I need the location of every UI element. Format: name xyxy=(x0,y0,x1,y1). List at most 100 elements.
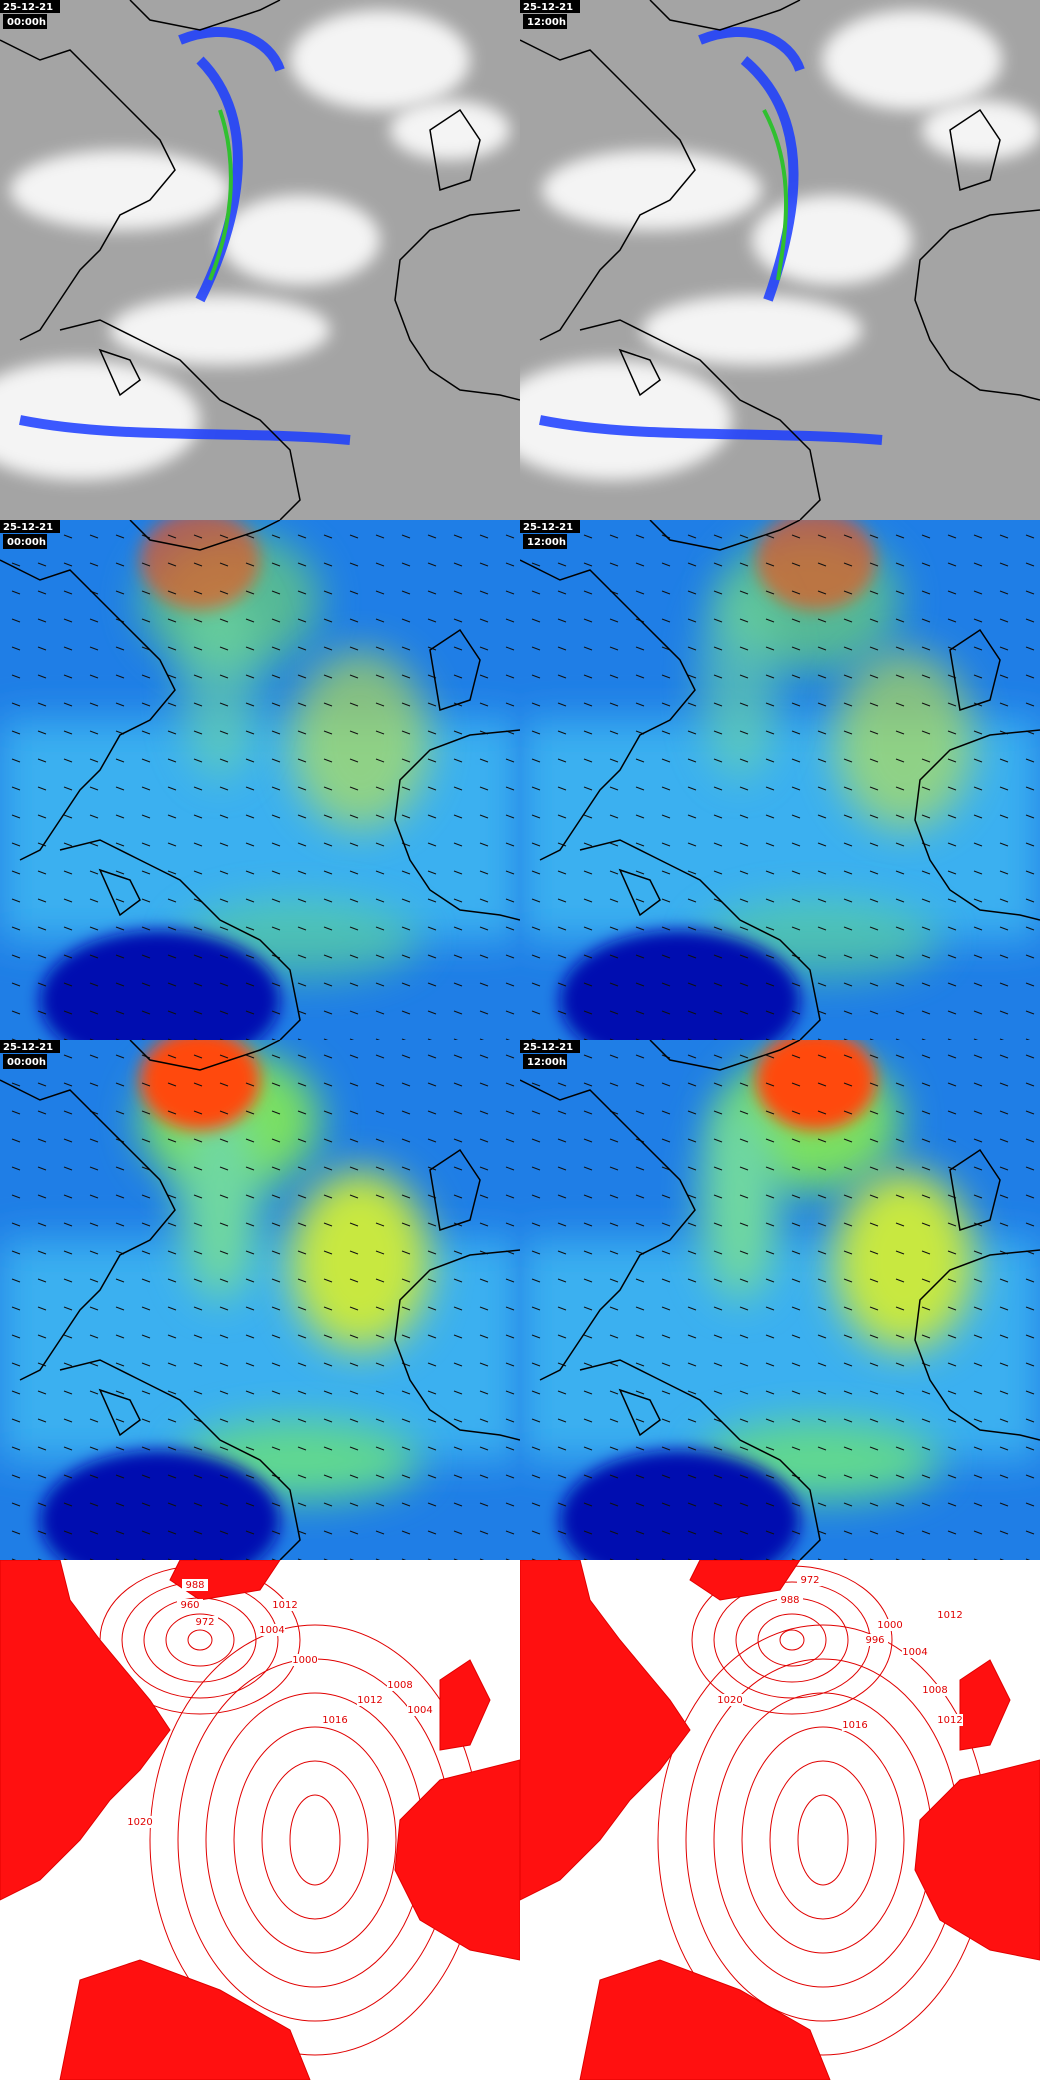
land xyxy=(959,1659,1011,1751)
wind-arrow xyxy=(349,1334,359,1339)
wind-arrow xyxy=(193,702,203,707)
wind-arrow xyxy=(427,1054,437,1059)
wind-arrow xyxy=(323,674,333,679)
wind-calm xyxy=(560,1450,800,1560)
wind-arrow xyxy=(583,954,593,959)
wind-arrow xyxy=(583,1502,593,1507)
wind-arrow xyxy=(89,1530,99,1535)
wind-arrow xyxy=(687,1362,697,1367)
time-box xyxy=(3,14,47,29)
wind-arrow xyxy=(63,1054,73,1059)
wind-arrow xyxy=(661,702,671,707)
wind-arrow xyxy=(817,1334,827,1339)
wind-arrow xyxy=(1025,1390,1035,1395)
coastline xyxy=(98,868,141,917)
wind-arrow xyxy=(609,618,619,623)
coastline xyxy=(394,209,520,401)
wind-arrow xyxy=(713,1010,723,1015)
wind-arrow xyxy=(791,1194,801,1199)
wind-arrow xyxy=(817,1166,827,1171)
wind-arrow xyxy=(245,926,255,931)
wind-arrow xyxy=(843,702,853,707)
wind-arrow xyxy=(63,702,73,707)
wind-arrow xyxy=(739,870,749,875)
wind-arrow xyxy=(583,786,593,791)
wind-arrow xyxy=(531,1362,541,1367)
wind-arrow xyxy=(271,1010,281,1015)
wind-arrow xyxy=(817,1110,827,1115)
wind-arrow xyxy=(583,1334,593,1339)
wind-arrow xyxy=(947,1390,957,1395)
wind-arrow xyxy=(661,1010,671,1015)
wind-arrow xyxy=(973,1502,983,1507)
wind-arrow xyxy=(427,1306,437,1311)
wind-arrow xyxy=(843,1250,853,1255)
wind-arrow xyxy=(37,1166,47,1171)
coastline xyxy=(649,0,801,31)
wind-arrow xyxy=(895,1362,905,1367)
wind-arrow xyxy=(11,590,21,595)
contour-label: 1012 xyxy=(357,1695,382,1706)
wind-arrow xyxy=(999,870,1009,875)
wind-arrow xyxy=(661,1446,671,1451)
wind-arrow xyxy=(999,562,1009,567)
wind-arrow xyxy=(479,1010,489,1015)
wind-arrow xyxy=(895,870,905,875)
wind-arrow xyxy=(609,1530,619,1535)
wind-arrow xyxy=(869,618,879,623)
isobar xyxy=(233,1726,397,1954)
wind-arrow xyxy=(973,1558,979,1560)
wind-arrow xyxy=(583,1110,593,1115)
wind-arrow xyxy=(89,898,99,903)
wind-arrow xyxy=(219,926,229,931)
wind-arrow xyxy=(505,758,515,763)
coastline xyxy=(618,348,661,397)
wind-arrow xyxy=(427,618,437,623)
wind-arrow xyxy=(115,1194,125,1199)
date-label: 25-12-21 xyxy=(523,522,573,533)
wind-arrow xyxy=(479,954,489,959)
wind-arrow xyxy=(1025,898,1035,903)
wind-arrow xyxy=(115,1390,125,1395)
coastline xyxy=(618,1388,661,1437)
wind-arrow xyxy=(1025,674,1035,679)
wind-arrow xyxy=(739,842,749,847)
wind-arrow xyxy=(453,1306,463,1311)
wind-arrow xyxy=(219,758,229,763)
wind-arrow xyxy=(947,898,957,903)
wind-arrow xyxy=(219,646,229,651)
wind-arrow xyxy=(843,674,853,679)
wind-arrow xyxy=(349,898,359,903)
wind-arrow xyxy=(401,814,411,819)
wind-arrow xyxy=(687,702,697,707)
wind-arrow xyxy=(557,1306,567,1311)
wind-arrow xyxy=(63,1038,69,1040)
wind-arrow xyxy=(921,898,931,903)
wind-arrow xyxy=(635,562,645,567)
wind-arrow xyxy=(739,898,749,903)
wind-arrow xyxy=(687,1558,693,1560)
wind-arrow xyxy=(713,1530,723,1535)
wind-arrow xyxy=(245,870,255,875)
wind-arrow xyxy=(739,1558,745,1560)
wind-arrow xyxy=(609,898,619,903)
wind-arrow xyxy=(791,870,801,875)
wind-arrow xyxy=(401,1222,411,1227)
wind-arrow xyxy=(89,1138,99,1143)
wind-arrow xyxy=(11,1446,21,1451)
wind-arrow xyxy=(947,1250,957,1255)
wind-arrow xyxy=(63,786,73,791)
wind-arrow xyxy=(843,1110,853,1115)
wind-arrow xyxy=(323,1390,333,1395)
wind-arrow xyxy=(37,982,47,987)
wind-arrow xyxy=(89,730,99,735)
wind-arrow xyxy=(115,1222,125,1227)
wind-arrow xyxy=(297,898,307,903)
wind-arrow xyxy=(531,1222,541,1227)
wind-arrow xyxy=(349,982,359,987)
wind-arrow xyxy=(739,1138,749,1143)
wind-arrow xyxy=(1025,1334,1035,1339)
date-label: 25-12-21 xyxy=(3,2,53,13)
